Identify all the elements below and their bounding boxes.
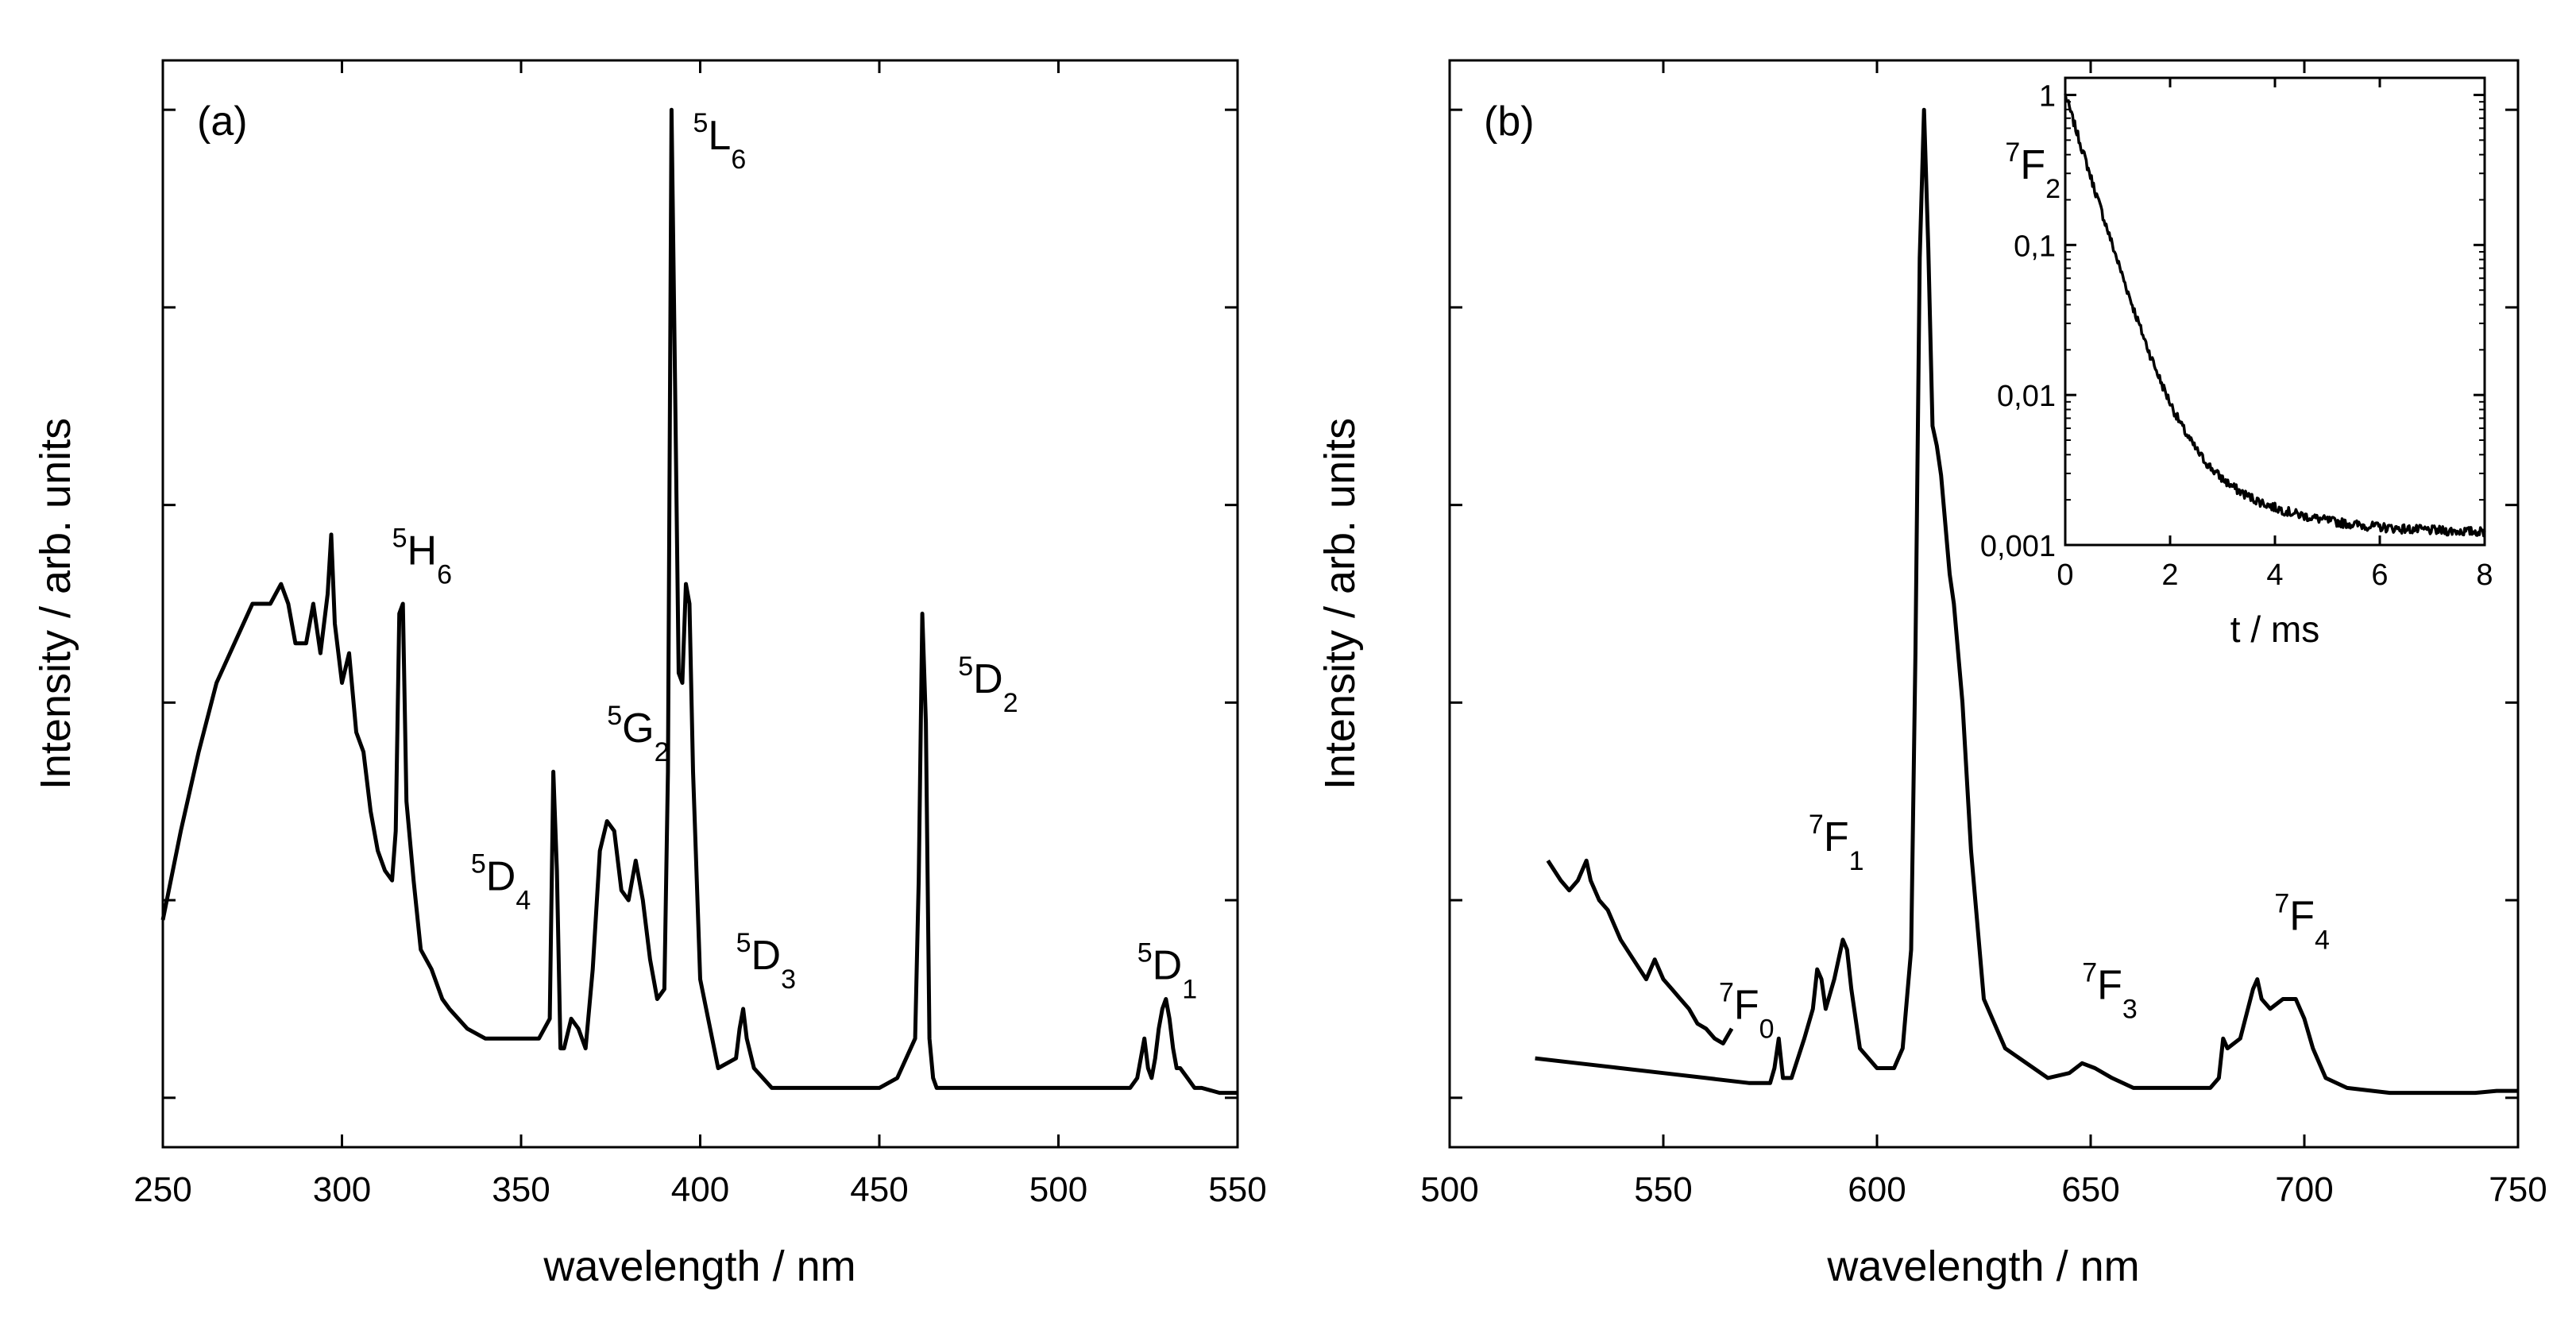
inset-decay-plot: 0 2 4 6 8 0,001 0,01 0,1 1 t / ms — [1980, 76, 2493, 650]
series-line-a-0 — [160, 107, 1238, 1096]
panel-b-frame — [1448, 59, 2520, 1149]
panel-b-label: (b) — [1484, 99, 1535, 145]
panel-b-ticks: 500 550 600 650 700 750 — [1420, 60, 2547, 1209]
panel-b-x-axis-label: wavelength / nm — [1826, 1243, 2139, 1290]
inset-x-tick-label: 6 — [2371, 559, 2388, 592]
x-tick-label: 500 — [1029, 1170, 1087, 1209]
inset-x-tick-label: 8 — [2476, 559, 2493, 592]
x-tick-label: 250 — [133, 1170, 191, 1209]
x-tick-label: 600 — [1848, 1170, 1906, 1209]
panel-a-y-axis-label: Intensity / arb. units — [32, 418, 79, 790]
inset-x-tick-label: 0 — [2057, 559, 2073, 592]
x-tick-label: 350 — [492, 1170, 550, 1209]
x-tick-label: 550 — [1208, 1170, 1266, 1209]
panel-b-y-axis-label: Intensity / arb. units — [1316, 418, 1364, 790]
transition-label: 7F1 — [1809, 810, 1864, 876]
inset-y-tick-label: 1 — [2039, 80, 2056, 114]
x-tick-label: 400 — [671, 1170, 729, 1209]
transition-label: 5D2 — [958, 651, 1018, 718]
series-line-b-1 — [1546, 858, 1734, 1046]
inset-lines — [2064, 93, 2486, 538]
inset-y-tick-label: 0,1 — [2014, 230, 2056, 263]
inset-ticks: 0 2 4 6 8 0,001 0,01 0,1 1 — [1980, 78, 2493, 592]
panel-b-lines — [1535, 107, 2518, 1096]
transition-label: 5D3 — [736, 928, 796, 995]
transition-label: 5H6 — [392, 523, 452, 589]
panel-b-annotations: 7F0 7F1 7F2 7F3 7F4 — [1719, 137, 2330, 1044]
transition-label: 5D1 — [1137, 938, 1197, 1005]
x-tick-label: 550 — [1634, 1170, 1692, 1209]
transition-label: 7F4 — [2274, 888, 2330, 955]
transition-label: 5D4 — [471, 849, 531, 916]
panel-b: 500 550 600 650 700 750 7F0 7F1 7F2 7F3 7F4 (b) w… — [1316, 59, 2547, 1290]
x-tick-label: 450 — [850, 1170, 908, 1209]
panel-a-x-axis-label: wavelength / nm — [543, 1243, 855, 1290]
transition-label: 7F3 — [2082, 957, 2138, 1024]
transition-label: 7F2 — [2005, 137, 2060, 204]
inset-decay-curve — [2064, 93, 2486, 538]
series-line-b-0 — [1535, 107, 2518, 1096]
panel-a-annotations: 5H6 5D4 5G2 5L6 5D3 5D2 5D1 — [392, 108, 1197, 1005]
inset-y-tick-label: 0,01 — [1997, 380, 2056, 413]
transition-label: 7F0 — [1719, 977, 1775, 1044]
x-tick-label: 300 — [313, 1170, 371, 1209]
inset-x-axis-label: t / ms — [2230, 609, 2319, 650]
panel-a-label: (a) — [197, 99, 248, 145]
inset-frame — [2064, 76, 2486, 547]
x-tick-label: 700 — [2275, 1170, 2333, 1209]
panel-a-lines — [160, 107, 1238, 1096]
inset-y-tick-label: 0,001 — [1980, 530, 2056, 563]
inset-x-tick-label: 4 — [2266, 559, 2283, 592]
inset-x-tick-label: 2 — [2161, 559, 2178, 592]
panel-a-ticks: 250 300 350 400 450 500 550 — [133, 60, 1267, 1209]
x-tick-label: 750 — [2489, 1170, 2547, 1209]
x-tick-label: 500 — [1420, 1170, 1478, 1209]
transition-label: 5L6 — [693, 108, 746, 175]
transition-label: 5G2 — [607, 701, 669, 767]
panel-a: 250 300 350 400 450 500 550 5H6 5D4 5G2 5L6 5D3 5D2… — [32, 59, 1267, 1290]
x-tick-label: 650 — [2061, 1170, 2119, 1209]
